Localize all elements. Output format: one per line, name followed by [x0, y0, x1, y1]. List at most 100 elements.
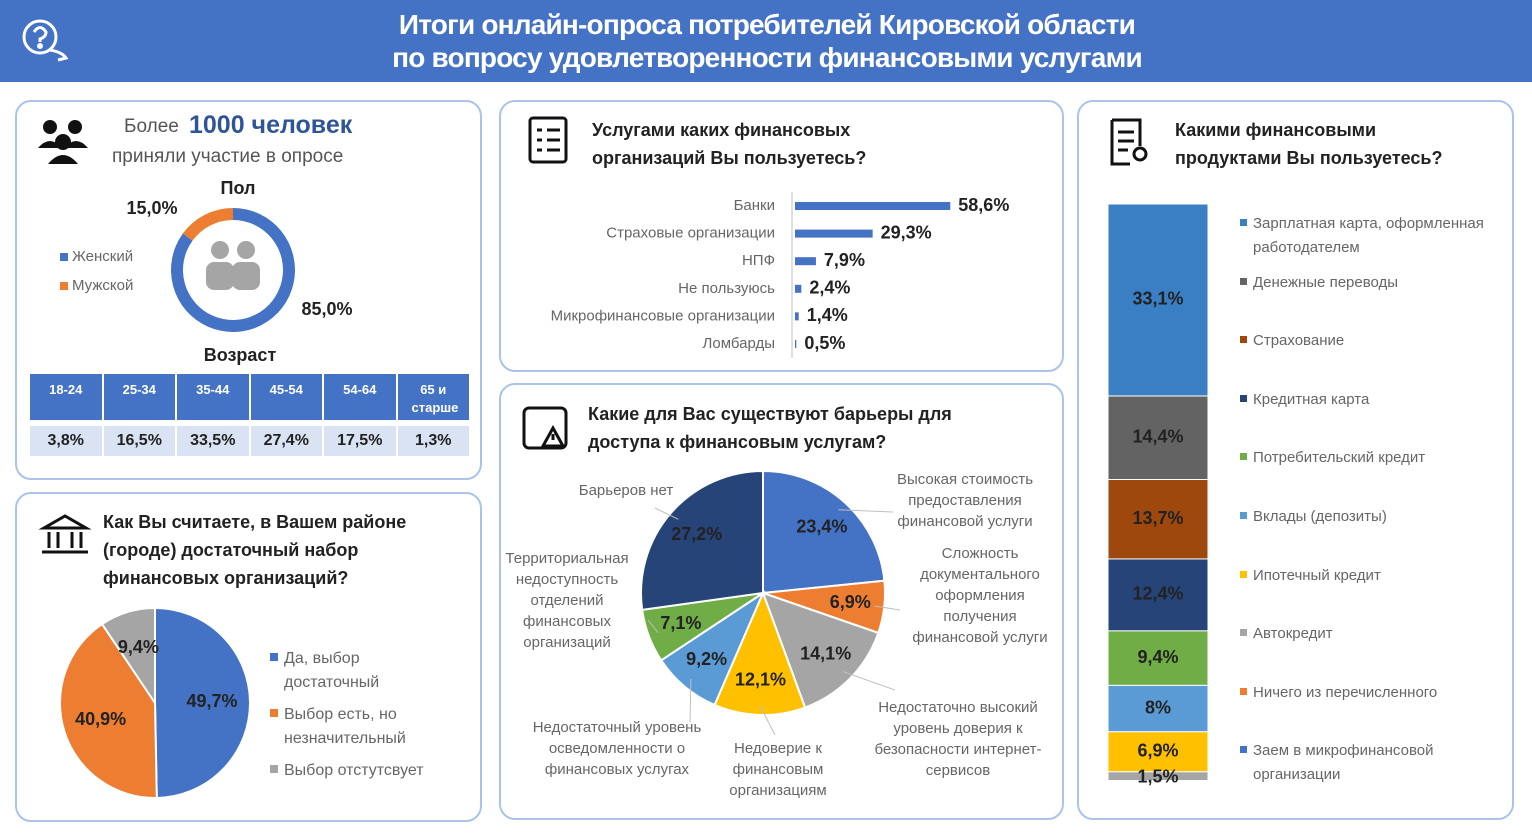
- header-bar: [0, 0, 1532, 82]
- value-label: 9,4%: [118, 637, 159, 657]
- value-label: 33,1%: [1132, 289, 1183, 309]
- legend-swatch: [270, 709, 278, 717]
- age-header-cell: 35-44: [177, 374, 249, 420]
- pie-slice: [762, 469, 886, 595]
- value-label: 49,7%: [186, 691, 237, 711]
- participants-text: приняли участие в опросе: [112, 146, 344, 167]
- panel-services: [499, 100, 1064, 372]
- category-label: Ломбарды: [703, 335, 775, 352]
- legend-label: Женский: [72, 248, 133, 265]
- category-label: НПФ: [742, 252, 775, 269]
- value-label: 14,4%: [1132, 426, 1183, 446]
- bar: [795, 202, 951, 210]
- value-label: 9,2%: [686, 649, 727, 669]
- value-label: 7,1%: [660, 613, 701, 633]
- legend-label: Вклады (депозиты): [1253, 508, 1387, 525]
- category-label: Барьеров нет: [578, 482, 674, 499]
- people-icon: [38, 120, 88, 164]
- bar: [795, 229, 873, 238]
- donut-segment: [182, 208, 233, 241]
- pie-slice: [154, 606, 251, 800]
- age-header-cell: 25-34: [103, 374, 175, 420]
- chart-title: Как Вы считаете, в Вашем районе (городе)…: [103, 512, 407, 588]
- value-label: 6,9%: [830, 592, 871, 612]
- value-label: 27,2%: [671, 524, 722, 544]
- value-label: 12,4%: [1132, 584, 1183, 604]
- legend-label: Страхование: [1253, 332, 1345, 350]
- pie-slice: [100, 606, 156, 707]
- legend-swatch: [1240, 219, 1247, 226]
- value-label: 8%: [1145, 697, 1171, 717]
- legend-label: Потребительский кредит: [1253, 449, 1426, 467]
- leader-line: [759, 704, 776, 736]
- legend-swatch: [1240, 687, 1247, 695]
- legend-label: Выбор есть, но незначительный: [284, 706, 406, 747]
- age-title: Возраст: [203, 345, 277, 365]
- category-label: Высокая стоимость предоставления финансо…: [896, 471, 1034, 530]
- leader-line: [689, 679, 692, 723]
- legend-swatch: [60, 253, 68, 261]
- age-value-cell: 3,8%: [30, 426, 102, 456]
- value-label: 6,9%: [1137, 741, 1178, 761]
- legend-label: Выбор отстутсвует: [284, 762, 424, 779]
- bar-segment: [1107, 731, 1209, 773]
- header-title-line: Итоги онлайн-опроса потребителей Кировск…: [398, 9, 1136, 40]
- value-label: 9,4%: [1137, 647, 1178, 667]
- bank-icon: [38, 514, 92, 554]
- value-label: 15,0%: [126, 198, 177, 218]
- category-label: Страховые организации: [606, 225, 775, 242]
- category-label: Банки: [734, 197, 775, 214]
- age-value-cell: 33,5%: [177, 426, 249, 456]
- warning-icon: [522, 406, 568, 450]
- value-label: 85,0%: [301, 299, 352, 319]
- category-label: Сложность документального оформления пол…: [912, 545, 1048, 646]
- category-label: Недоверие к финансовым организациям: [729, 740, 827, 799]
- list-icon: [528, 116, 568, 164]
- legend-swatch: [270, 765, 278, 773]
- header-title-line: по вопросу удовлетворенности финансовыми…: [392, 42, 1143, 73]
- pie-slice: [761, 591, 880, 709]
- pie-slice: [59, 622, 158, 799]
- legend-label: Кредитная карта: [1253, 390, 1370, 408]
- legend-label: Да, выбор достаточный: [284, 650, 380, 691]
- document-icon: [1110, 118, 1148, 166]
- legend-swatch: [60, 282, 68, 290]
- age-header-cell: 65 и старше: [397, 374, 469, 420]
- participants-count: 1000 человек: [189, 111, 353, 139]
- value-label: 2,4%: [809, 278, 850, 298]
- category-label: Не пользуюсь: [678, 280, 775, 297]
- legend-swatch: [1240, 394, 1247, 402]
- value-label: 29,3%: [881, 222, 932, 242]
- category-label: Недостаточно высокий уровень доверия к б…: [874, 699, 1042, 779]
- category-label: Микрофинансовые организации: [551, 307, 775, 324]
- value-label: 13,7%: [1132, 508, 1183, 528]
- participants-prefix: Более: [124, 116, 179, 137]
- value-label: 7,9%: [824, 250, 865, 270]
- chart-title: Какими финансовыми продуктами Вы пользуе…: [1175, 120, 1443, 168]
- bar: [795, 312, 799, 321]
- bar: [795, 257, 816, 266]
- legend-label: Ничего из перечисленного: [1253, 683, 1438, 701]
- age-value-cell: 16,5%: [103, 426, 175, 456]
- bar-segment: [1107, 479, 1209, 560]
- value-label: 1,5%: [1137, 767, 1178, 787]
- header-icon: [22, 19, 69, 62]
- legend-label: Мужской: [72, 277, 133, 294]
- legend-swatch: [1240, 336, 1247, 344]
- legend-label: Ипотечный кредит: [1253, 566, 1381, 584]
- bar-segment: [1107, 395, 1209, 481]
- value-label: 23,4%: [796, 517, 847, 537]
- legend-label: Автокредит: [1253, 625, 1333, 643]
- pie-slice: [713, 590, 807, 716]
- category-label: Территориальная недоступность отделений …: [505, 550, 629, 651]
- value-label: 12,1%: [735, 670, 786, 690]
- bar: [795, 284, 802, 293]
- bar-segment: [1107, 684, 1209, 733]
- legend-swatch: [1240, 570, 1247, 578]
- legend-swatch: [1240, 453, 1247, 461]
- gender-center-icon: [206, 241, 260, 290]
- legend-label: Заем в микрофинансовой организации: [1253, 742, 1434, 784]
